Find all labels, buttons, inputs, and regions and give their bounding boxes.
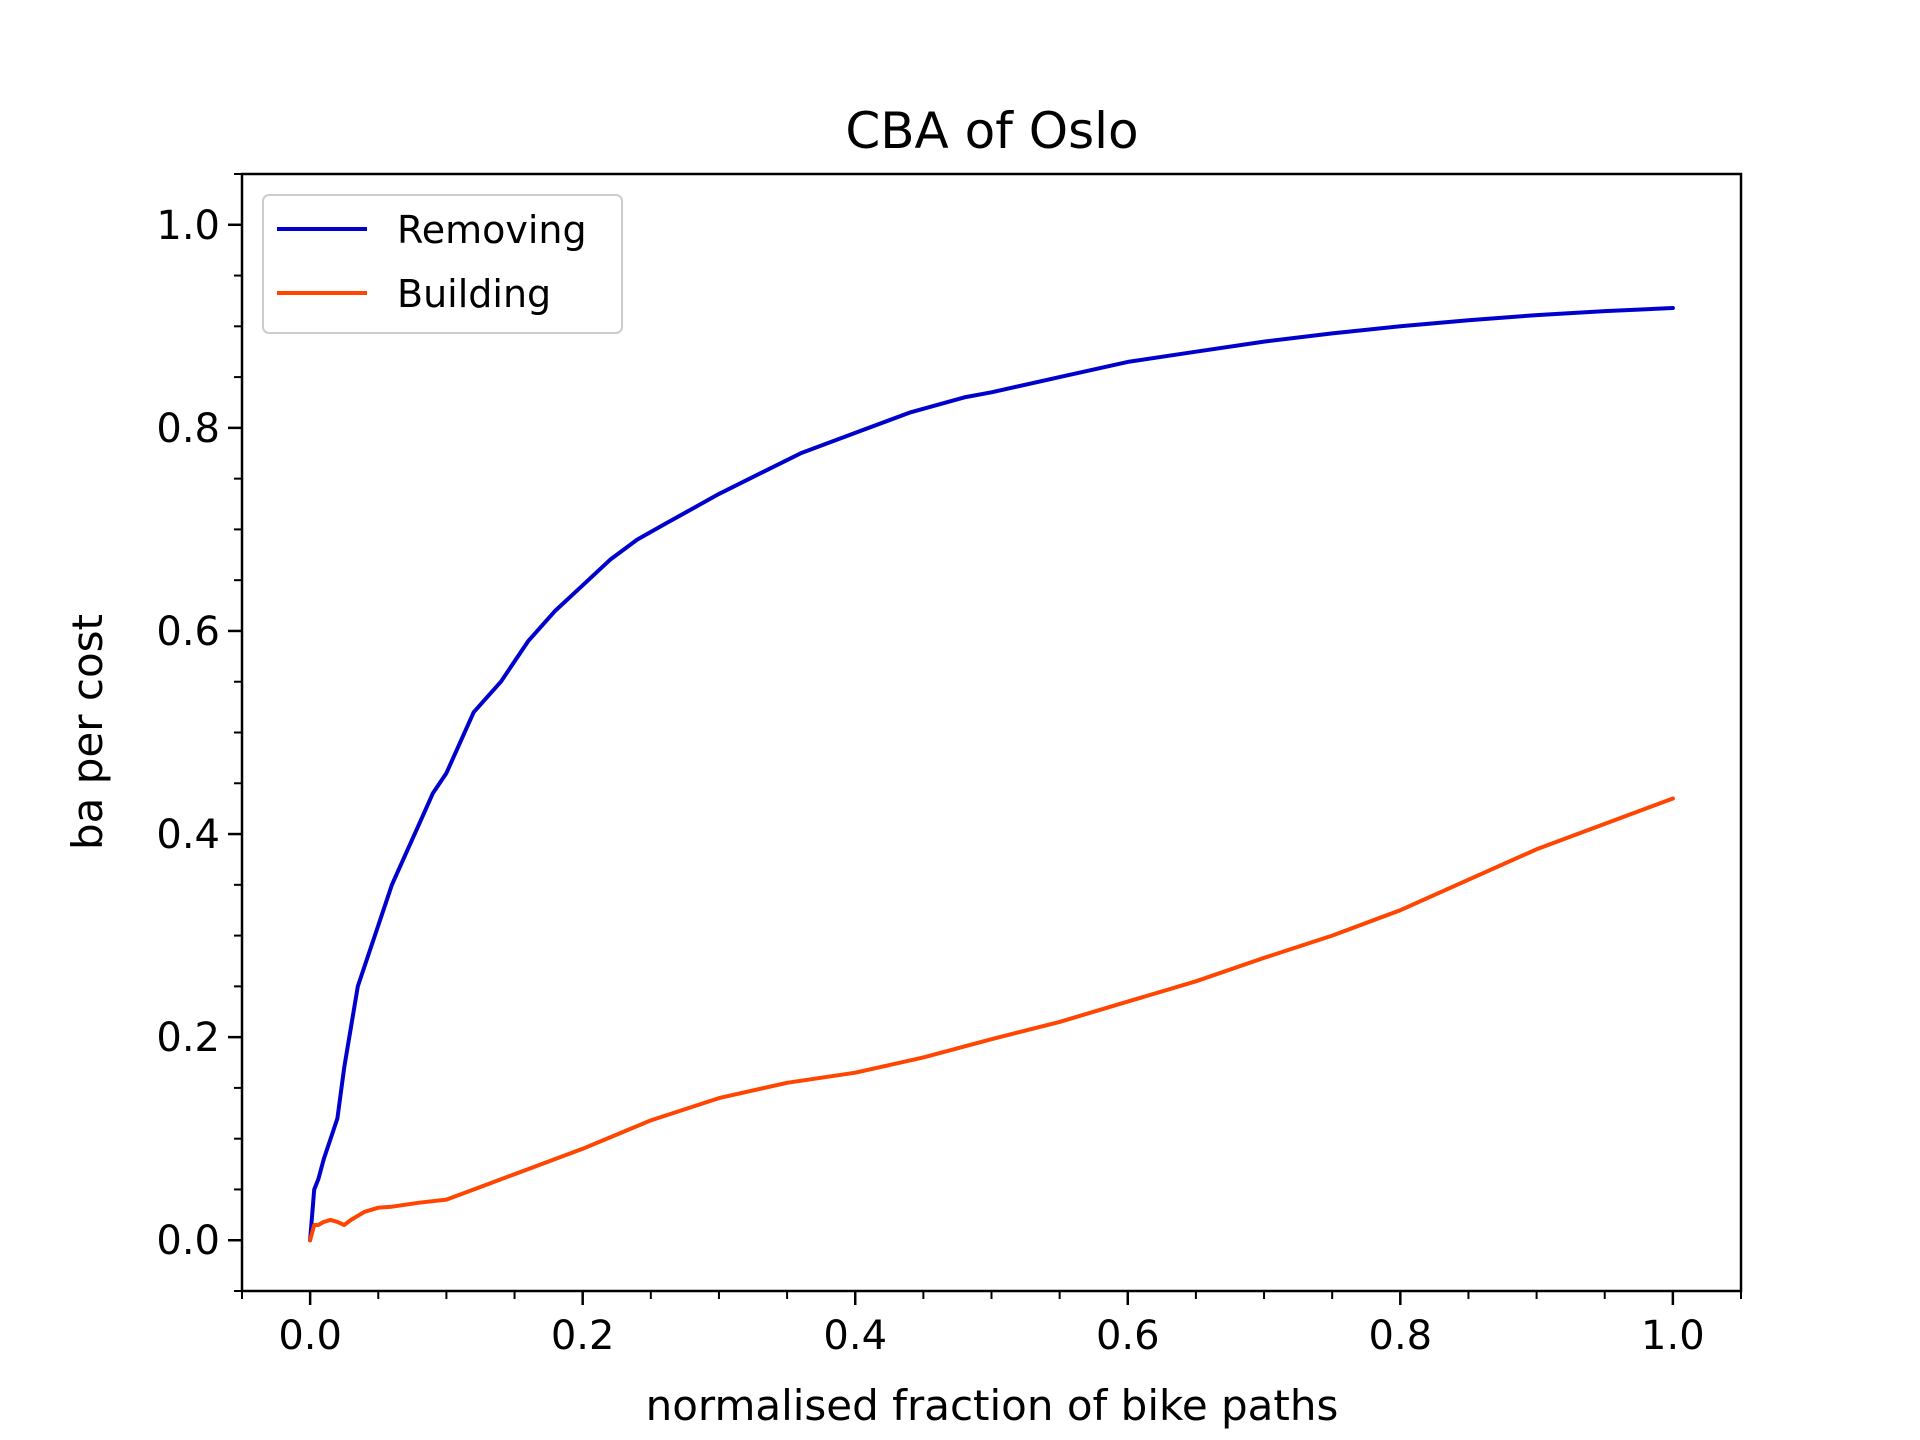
- series-line-building: [308, 796, 1675, 1243]
- y-tick-label: 0.2: [156, 1015, 220, 1061]
- x-tick-label: 1.0: [1641, 1313, 1705, 1359]
- y-tick-label: 0.0: [156, 1218, 220, 1264]
- legend: Removing Building: [262, 194, 623, 334]
- x-tick-label: 0.2: [551, 1313, 615, 1359]
- y-tick-label: 1.0: [156, 203, 220, 249]
- y-axis: 0.0 0.2 0.4 0.6 0.8 1.0: [156, 173, 242, 1292]
- series-layer: [308, 306, 1675, 1243]
- legend-label-removing: Removing: [397, 208, 587, 252]
- y-tick-label: 0.6: [156, 609, 220, 655]
- y-axis-label: ba per cost: [63, 614, 112, 850]
- x-tick-label: 0.8: [1369, 1313, 1433, 1359]
- x-tick-label: 0.4: [823, 1313, 887, 1359]
- series-line-removing: [308, 306, 1675, 1243]
- y-tick-label: 0.8: [156, 406, 220, 452]
- y-tick-label: 0.4: [156, 812, 220, 858]
- chart-title: CBA of Oslo: [845, 102, 1138, 160]
- x-tick-label: 0.6: [1096, 1313, 1160, 1359]
- x-axis-label: normalised fraction of bike paths: [646, 1381, 1339, 1430]
- legend-label-building: Building: [397, 272, 551, 316]
- x-axis: 0.0 0.2 0.4 0.6 0.8 1.0: [241, 1291, 1742, 1359]
- x-tick-label: 0.0: [278, 1313, 342, 1359]
